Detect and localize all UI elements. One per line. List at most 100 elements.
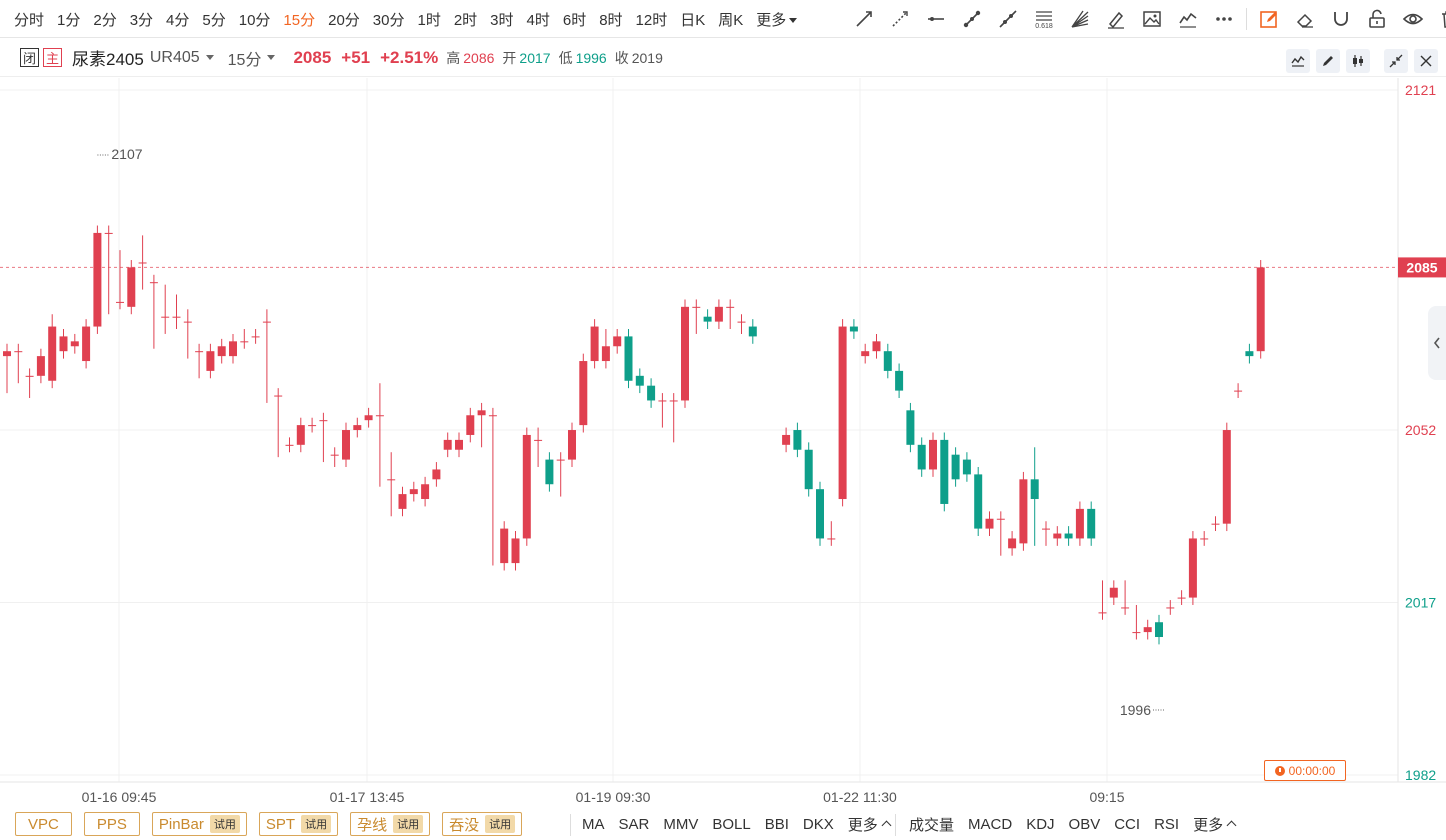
pattern-indicator-4[interactable]: 孕线 试用: [350, 812, 431, 836]
bar-countdown: 00:00:00: [1264, 760, 1346, 781]
pattern-indicator-3[interactable]: SPT 试用: [258, 812, 339, 836]
draw-button[interactable]: [1316, 49, 1340, 73]
period-item[interactable]: 15分: [283, 11, 316, 29]
period-dropdown-icon[interactable]: [267, 55, 276, 60]
trash-tool[interactable]: [1431, 4, 1446, 34]
horizontal-line-tool[interactable]: [918, 4, 954, 34]
period-item[interactable]: 4分: [166, 11, 190, 29]
symbol-name[interactable]: 尿素2405: [72, 50, 144, 69]
main-indicator-5[interactable]: DKX: [802, 815, 834, 833]
main-indicator-4[interactable]: BBI: [764, 815, 789, 833]
candle-body: [692, 306, 701, 308]
sub-indicator-0[interactable]: 成交量: [909, 816, 955, 834]
period-item[interactable]: 30分: [372, 11, 405, 29]
magnet-tool[interactable]: [1323, 4, 1359, 34]
period-item[interactable]: 3分: [129, 11, 154, 29]
candle-body: [432, 469, 441, 480]
period-item[interactable]: 2时: [453, 11, 478, 29]
sub-indicator-4[interactable]: CCI: [1114, 815, 1141, 833]
segment-icon: [963, 10, 981, 28]
fibonacci-tool[interactable]: 0.618: [1026, 4, 1062, 34]
trend-line-tool[interactable]: [846, 4, 882, 34]
main-indicator-2[interactable]: MMV: [663, 815, 699, 833]
open-value: 2017: [519, 49, 551, 66]
sub-indicator-3[interactable]: OBV: [1068, 815, 1101, 833]
period-item[interactable]: 8时: [599, 11, 623, 29]
sub-indicators: 成交量 MACD KDJ OBV CCI RSI 更多: [909, 812, 1249, 836]
symbol-code[interactable]: UR405: [149, 48, 200, 66]
edit-active-tool[interactable]: [1251, 4, 1287, 34]
pattern-indicator-5[interactable]: 吞没 试用: [442, 812, 523, 836]
candle-body: [1121, 607, 1130, 609]
trial-badge: 试用: [209, 815, 240, 833]
period-item[interactable]: 4时: [526, 11, 550, 29]
edit-active-icon: [1260, 11, 1277, 28]
closed-tag: 闭: [20, 48, 39, 67]
candle-body: [895, 370, 904, 391]
wave-tool[interactable]: [1170, 4, 1206, 34]
eye-tool[interactable]: [1395, 4, 1431, 34]
period-item[interactable]: 1分: [57, 11, 81, 29]
segment-tool[interactable]: [954, 4, 990, 34]
candlestick-chart[interactable]: 2107 1996 2121 2052 2017 1982 2085 01-16 09:45 0…: [0, 78, 1446, 808]
candle-body: [1256, 267, 1265, 352]
period-item[interactable]: 12时: [635, 11, 668, 29]
main-indicator-1[interactable]: SAR: [618, 815, 650, 833]
info-period[interactable]: 15分: [227, 51, 262, 69]
more-dots-tool[interactable]: [1206, 4, 1242, 34]
period-item[interactable]: 周K: [718, 11, 744, 29]
price-change-percent: +2.51%: [380, 47, 439, 67]
side-panel-handle[interactable]: [1428, 306, 1446, 380]
candle-body: [342, 430, 350, 460]
period-item[interactable]: 10分: [238, 11, 271, 29]
pattern-indicator-0[interactable]: VPC: [15, 812, 72, 836]
fan-tool[interactable]: [1062, 4, 1098, 34]
candle-body: [1098, 612, 1107, 614]
candle-body: [849, 326, 858, 332]
period-item[interactable]: 6时: [562, 11, 587, 29]
period-item[interactable]: 5分: [202, 11, 226, 29]
image-tool[interactable]: [1134, 4, 1170, 34]
ray-dotted-icon: [892, 11, 908, 27]
trial-badge: 试用: [485, 815, 516, 833]
pattern-indicator-label: PinBar: [158, 815, 204, 833]
sub-indicator-6[interactable]: 更多: [1193, 814, 1235, 835]
extended-line-tool[interactable]: [990, 4, 1026, 34]
pattern-indicator-2[interactable]: PinBar 试用: [151, 812, 247, 836]
candle-body: [36, 356, 45, 376]
collapse-button[interactable]: [1384, 49, 1408, 73]
current-price-tag: [1398, 257, 1446, 278]
ray-dotted-tool[interactable]: [882, 4, 918, 34]
period-item[interactable]: 2分: [93, 11, 117, 29]
period-item[interactable]: 20分: [328, 11, 360, 29]
candle-body: [127, 267, 136, 307]
sub-indicator-2[interactable]: KDJ: [1026, 815, 1055, 833]
brush-tool[interactable]: [1098, 4, 1134, 34]
symbol-dropdown-icon[interactable]: [205, 55, 214, 60]
main-indicator-3[interactable]: BOLL: [712, 815, 751, 833]
pattern-indicator-1[interactable]: PPS: [83, 812, 140, 836]
period-more[interactable]: 更多: [756, 9, 797, 30]
eraser-tool[interactable]: [1287, 4, 1323, 34]
candle-body: [262, 321, 271, 323]
line-style-button[interactable]: [1286, 49, 1310, 73]
candle-body: [3, 351, 11, 357]
candle-body: [974, 474, 983, 529]
candle-body: [714, 306, 723, 322]
sub-indicator-5[interactable]: RSI: [1154, 815, 1180, 833]
candle-style-button[interactable]: [1346, 49, 1370, 73]
period-item[interactable]: 1时: [417, 11, 441, 29]
candle-body: [466, 415, 475, 435]
symbol-info-bar: 闭 主 尿素2405 UR405 15分 2085 +51 +2.51% 高 2…: [0, 39, 1446, 77]
main-indicator-0[interactable]: MA: [582, 815, 605, 833]
unlock-tool[interactable]: [1359, 4, 1395, 34]
period-item[interactable]: 分时: [14, 11, 45, 29]
close-chart-button[interactable]: [1414, 49, 1438, 73]
sub-indicator-1[interactable]: MACD: [968, 815, 1013, 833]
candle-body: [149, 282, 158, 284]
period-item[interactable]: 3时: [490, 11, 514, 29]
trash-icon: [1442, 11, 1446, 28]
candle-body: [82, 326, 91, 362]
period-item[interactable]: 日K: [680, 11, 706, 29]
main-indicator-6[interactable]: 更多: [848, 814, 890, 835]
